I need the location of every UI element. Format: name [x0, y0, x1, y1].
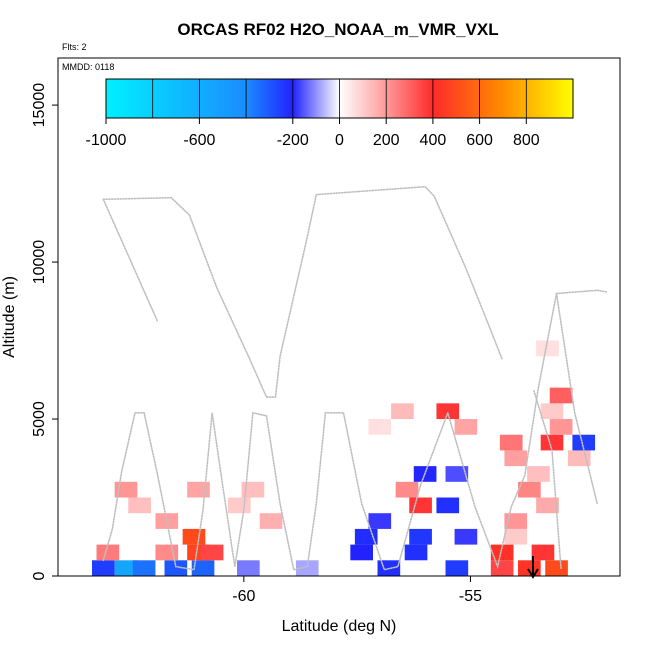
heatmap-cell [350, 544, 373, 561]
colorbar-tick-label: 600 [466, 132, 493, 149]
heatmap-cells [91, 340, 596, 576]
heatmap-cell [518, 481, 541, 498]
heatmap-cell [445, 466, 469, 482]
heatmap-cell [536, 340, 559, 357]
heatmap-cell [490, 544, 514, 561]
plot-frame [57, 57, 621, 577]
chart-title: ORCAS RF02 H2O_NOAA_m_VMR_VXL [177, 20, 498, 39]
y-tick-label: 0 [31, 571, 48, 580]
x-tick-label: -60 [232, 588, 255, 605]
colorbar-tick-label: 0 [335, 132, 344, 149]
heatmap-cell [536, 497, 559, 514]
heatmap-cell [518, 560, 541, 576]
heatmap-cell [295, 560, 319, 576]
flights-label: Flts: 2 [62, 42, 87, 52]
heatmap-cell [391, 403, 414, 420]
y-axis-label: Altitude (m) [1, 276, 18, 358]
heatmap-cell [445, 560, 469, 576]
heatmap-cell [436, 497, 460, 514]
flight-track-segment [555, 292, 599, 505]
heatmap-cell [540, 403, 564, 420]
heatmap-cell [404, 544, 428, 561]
heatmap-cell [545, 560, 568, 576]
heatmap-cell [227, 497, 251, 514]
heatmap-cell [187, 481, 210, 498]
heatmap-cell [132, 560, 156, 576]
colorbar-tick-label: -200 [277, 132, 309, 149]
heatmap-cell [409, 528, 432, 545]
heatmap-cell [182, 528, 206, 545]
heatmap-cell [504, 450, 528, 467]
y-tick-label: 10000 [31, 240, 48, 285]
heatmap-cell [409, 497, 432, 514]
colorbar-ticks: -1000 -600 -200 0 200 400 600 800 [86, 79, 540, 149]
colorbar-tick-label: -600 [183, 132, 215, 149]
heatmap-cell [504, 528, 528, 545]
y-tick-label: 5000 [31, 401, 48, 437]
heatmap-cell [454, 528, 478, 545]
heatmap-cell [155, 544, 179, 561]
heatmap-cell [114, 560, 138, 576]
heatmap-cell [91, 560, 115, 576]
date-label: MMDD: 0118 [62, 62, 114, 72]
colorbar-tick-label: 800 [513, 132, 540, 149]
heatmap-cell [549, 387, 573, 404]
heatmap-cell [454, 419, 478, 435]
x-axis-ticks: -60 -55 [232, 576, 482, 605]
heatmap-cell [504, 513, 528, 529]
down-arrow-icon [527, 556, 539, 579]
heatmap-cell [549, 419, 573, 435]
heatmap-cell [259, 513, 283, 529]
x-axis-label: Latitude (deg N) [282, 618, 397, 635]
heatmap-cell [96, 544, 120, 561]
heatmap-cell [572, 434, 596, 451]
heatmap-cell [436, 403, 460, 420]
heatmap-cell [368, 513, 392, 529]
flight-track-segment [102, 185, 504, 398]
flight-track-segment [533, 389, 562, 571]
colorbar-tick-label: 400 [420, 132, 447, 149]
heatmap-cell [237, 560, 260, 576]
flight-track-segment [102, 289, 608, 571]
heatmap-cell [395, 481, 419, 498]
y-axis-ticks: 0 5000 10000 15000 [31, 83, 58, 580]
flight-track-segment [102, 198, 159, 323]
heatmap-cell [499, 434, 523, 451]
y-tick-label: 15000 [31, 83, 48, 128]
colorbar-tick-label: -1000 [86, 132, 127, 149]
heatmap-cell [531, 544, 555, 561]
heatmap-cell [128, 497, 151, 514]
heatmap-cell [191, 560, 215, 576]
heatmap-cell [540, 434, 564, 451]
flight-track [102, 185, 608, 571]
heatmap-cell [490, 560, 514, 576]
heatmap-cell [368, 419, 392, 435]
x-tick-label: -55 [459, 588, 482, 605]
heatmap-cell [200, 544, 224, 561]
heatmap-cell [164, 560, 188, 576]
heatmap-cell [114, 481, 138, 498]
colorbar: -1000 -600 -200 0 200 400 600 800 [86, 78, 574, 149]
colorbar-tick-label: 200 [373, 132, 400, 149]
heatmap-cell [241, 481, 265, 498]
heatmap-cell [527, 466, 550, 482]
